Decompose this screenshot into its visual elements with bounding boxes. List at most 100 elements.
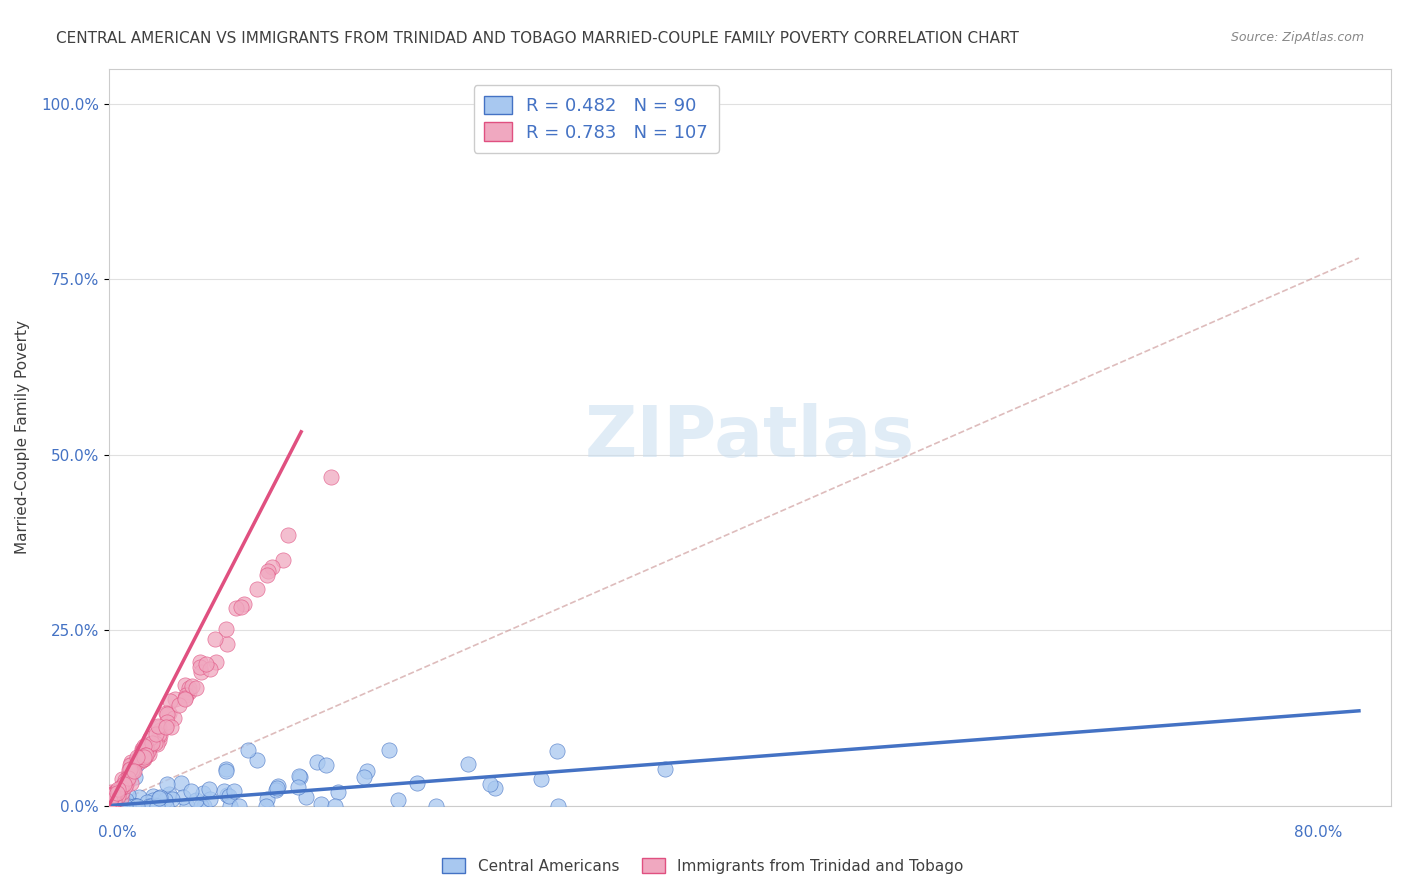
- Point: [98, 798, 121, 813]
- Point: [174, 678, 197, 692]
- Point: [256, 792, 278, 806]
- Point: [155, 719, 177, 733]
- Point: [356, 764, 378, 778]
- Point: [114, 777, 136, 791]
- Point: [155, 706, 177, 721]
- Point: [120, 763, 142, 777]
- Point: [118, 763, 141, 777]
- Point: [190, 659, 212, 673]
- Point: [257, 564, 280, 578]
- Point: [134, 748, 156, 763]
- Point: [132, 752, 155, 766]
- Point: [287, 769, 309, 783]
- Point: [139, 798, 162, 813]
- Point: [148, 723, 170, 737]
- Point: [103, 793, 125, 807]
- Point: [107, 782, 129, 797]
- Point: [145, 798, 167, 813]
- Point: [105, 784, 128, 798]
- Point: [136, 744, 159, 758]
- Point: [120, 757, 142, 772]
- Point: [115, 774, 138, 789]
- Point: [135, 748, 157, 763]
- Point: [160, 792, 183, 806]
- Text: ZIPatlas: ZIPatlas: [585, 402, 915, 472]
- Point: [547, 798, 569, 813]
- Point: [163, 692, 186, 706]
- Point: [131, 744, 153, 758]
- Point: [114, 798, 136, 813]
- Point: [120, 758, 142, 772]
- Point: [131, 741, 153, 756]
- Point: [107, 783, 129, 797]
- Point: [111, 784, 134, 798]
- Point: [319, 470, 342, 484]
- Point: [127, 798, 149, 813]
- Point: [405, 775, 427, 789]
- Point: [305, 755, 328, 769]
- Point: [135, 739, 157, 754]
- Point: [121, 776, 143, 790]
- Point: [215, 788, 238, 802]
- Point: [149, 790, 172, 805]
- Point: [134, 739, 156, 753]
- Point: [114, 792, 136, 806]
- Point: [190, 665, 212, 679]
- Point: [148, 727, 170, 741]
- Point: [143, 735, 166, 749]
- Point: [457, 756, 479, 771]
- Point: [157, 788, 180, 802]
- Point: [110, 780, 132, 795]
- Point: [184, 681, 207, 695]
- Point: [101, 788, 124, 802]
- Point: [100, 788, 122, 802]
- Point: [103, 798, 125, 813]
- Point: [127, 798, 149, 813]
- Point: [141, 736, 163, 750]
- Point: [111, 772, 134, 786]
- Point: [117, 788, 139, 802]
- Point: [169, 698, 191, 713]
- Point: [229, 599, 252, 614]
- Point: [112, 777, 135, 791]
- Point: [323, 798, 346, 813]
- Point: [100, 785, 122, 799]
- Point: [98, 791, 121, 805]
- Point: [177, 685, 200, 699]
- Point: [148, 790, 170, 805]
- Point: [139, 739, 162, 753]
- Point: [125, 755, 148, 769]
- Point: [174, 688, 197, 702]
- Point: [143, 798, 166, 813]
- Point: [205, 655, 228, 669]
- Point: [287, 780, 309, 794]
- Point: [387, 793, 409, 807]
- Point: [132, 751, 155, 765]
- Point: [214, 764, 236, 779]
- Point: [198, 782, 221, 797]
- Point: [114, 779, 136, 793]
- Point: [200, 791, 222, 805]
- Point: [100, 797, 122, 811]
- Point: [188, 655, 211, 669]
- Point: [266, 779, 288, 793]
- Point: [101, 787, 124, 801]
- Point: [262, 559, 284, 574]
- Point: [100, 798, 122, 813]
- Point: [132, 749, 155, 764]
- Point: [138, 737, 160, 751]
- Point: [114, 772, 136, 787]
- Point: [163, 711, 186, 725]
- Point: [105, 786, 128, 800]
- Point: [309, 797, 332, 811]
- Point: [425, 798, 447, 813]
- Text: 80.0%: 80.0%: [1295, 825, 1343, 839]
- Point: [138, 747, 160, 762]
- Point: [124, 798, 146, 813]
- Point: [353, 770, 375, 784]
- Point: [148, 720, 170, 734]
- Point: [215, 622, 238, 636]
- Text: Source: ZipAtlas.com: Source: ZipAtlas.com: [1230, 31, 1364, 45]
- Point: [142, 793, 165, 807]
- Point: [156, 776, 179, 790]
